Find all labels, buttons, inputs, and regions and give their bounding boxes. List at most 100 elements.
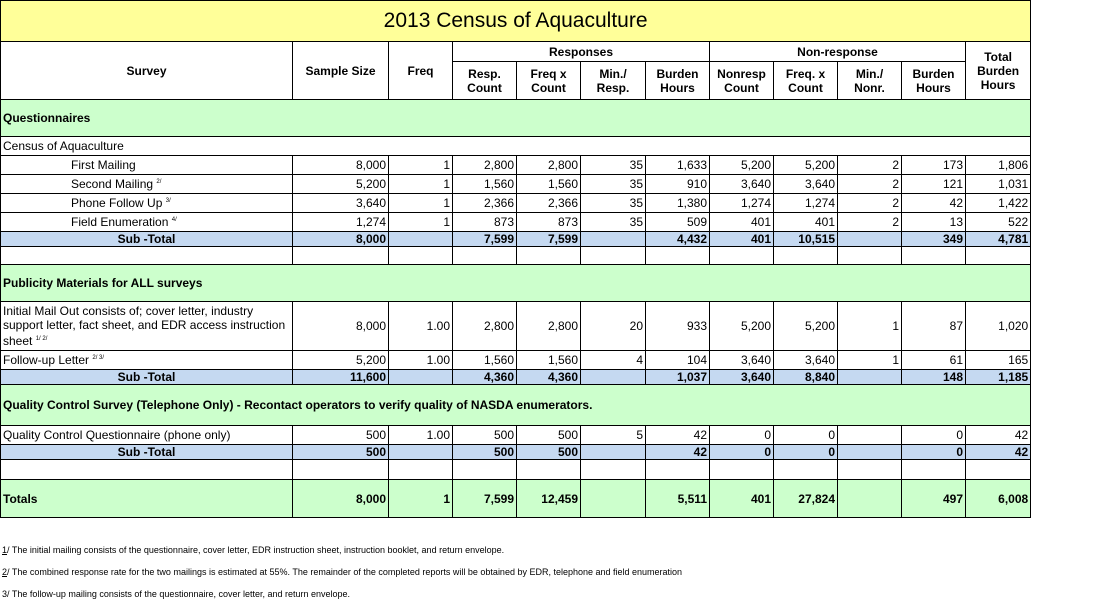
cell: 401 — [709, 231, 774, 247]
table-row: Phone Follow Up 3/3,640 1 2,366 2,366 35 1,38… — [0, 193, 1032, 213]
row-label: Field Enumeration 4/ — [0, 212, 293, 232]
cell: 500 — [452, 425, 517, 445]
section-quality: Quality Control Survey (Telephone Only) … — [0, 384, 1032, 426]
footnotes: 1/ The initial mailing consists of the q… — [2, 544, 682, 610]
cell: 8,000 — [292, 155, 389, 175]
cell: 349 — [901, 231, 966, 247]
cell: 165 — [964, 350, 1032, 370]
cell: 1,560 — [452, 174, 517, 194]
footnote-ref: 2/ — [156, 179, 162, 185]
row-label: Phone Follow Up 3/ — [0, 193, 293, 213]
cell: 5,200 — [709, 301, 774, 351]
cell: 500 — [516, 425, 581, 445]
cell: 27,824 — [773, 479, 838, 518]
cell: 2 — [837, 174, 902, 194]
page-title: 2013 Census of Aquaculture — [0, 0, 1032, 42]
row-label: Second Mailing 2/ — [0, 174, 293, 194]
cell: 1 — [837, 350, 902, 370]
cell: 1,380 — [645, 193, 710, 213]
cell: 509 — [645, 212, 710, 232]
section-questionnaires: Questionnaires — [0, 99, 1032, 137]
table-row: Field Enumeration 4/1,274 1 873 873 35 509 401… — [0, 212, 1032, 232]
cell: 2 — [837, 193, 902, 213]
cell: 2,800 — [452, 155, 517, 175]
cell: 8,000 — [292, 301, 389, 351]
cell: 8,840 — [773, 369, 838, 385]
cell: 2,800 — [452, 301, 517, 351]
cell: 104 — [645, 350, 710, 370]
cell: 35 — [580, 174, 646, 194]
col-sample-size: Sample Size — [292, 41, 389, 100]
col-resp-count: Resp. Count — [452, 61, 517, 100]
cell: 1,560 — [516, 174, 581, 194]
table-row: Follow-up Letter 2/ 3/5,200 1.00 1,560 1,56… — [0, 350, 1032, 370]
cell: 1 — [388, 212, 453, 232]
cell: 2,366 — [516, 193, 581, 213]
col-freq-x-count: Freq x Count — [516, 61, 581, 100]
cell: 401 — [709, 479, 774, 518]
cell: 1,633 — [645, 155, 710, 175]
footnote-1: 1/ The initial mailing consists of the q… — [2, 545, 505, 555]
cell: 0 — [709, 425, 774, 445]
row-label: Sub -Total — [0, 444, 293, 460]
cell: 0 — [773, 425, 838, 445]
cell: 7,599 — [452, 479, 517, 518]
cell: 121 — [901, 174, 966, 194]
cell: 42 — [901, 193, 966, 213]
totals-row: Totals 8,000 1 7,599 12,459 5,511 401 27,824 497… — [0, 479, 1032, 518]
cell: 7,599 — [452, 231, 517, 247]
subtotal-row: Sub -Total 11,600 4,360 4,360 1,037 3,640 8,84… — [0, 369, 1032, 385]
cell: 1.00 — [388, 301, 453, 351]
table-row: Initial Mail Out consists of; cover lett… — [0, 301, 1032, 351]
cell: 2 — [837, 155, 902, 175]
cell: 1.00 — [388, 350, 453, 370]
group-responses: Responses — [452, 41, 710, 62]
cell: 3,640 — [773, 350, 838, 370]
row-label: Follow-up Letter 2/ 3/ — [0, 350, 293, 370]
cell: 148 — [901, 369, 966, 385]
cell: 1.00 — [388, 425, 453, 445]
group-nonresponse: Non-response — [709, 41, 966, 62]
col-burden-hours: Burden Hours — [645, 61, 710, 100]
table-row: Second Mailing 2/5,200 1 1,560 1,560 35 910 3,… — [0, 174, 1032, 194]
cell: 1,560 — [452, 350, 517, 370]
cell: 35 — [580, 212, 646, 232]
cell: 0 — [773, 444, 838, 460]
cell — [388, 369, 453, 385]
cell: 1,274 — [773, 193, 838, 213]
cell: 0 — [709, 444, 774, 460]
cell: 87 — [901, 301, 966, 351]
cell: 13 — [901, 212, 966, 232]
col-min-resp: Min./ Resp. — [580, 61, 646, 100]
cell: 7,599 — [516, 231, 581, 247]
col-freq-x-count-2: Freq. x Count — [773, 61, 838, 100]
col-nonresp-count: Nonresp Count — [709, 61, 774, 100]
cell: 42 — [964, 444, 1032, 460]
cell: 1,031 — [964, 174, 1032, 194]
row-label: Quality Control Questionnaire (phone onl… — [0, 425, 293, 445]
cell: 35 — [580, 193, 646, 213]
col-min-nonr: Min./ Nonr. — [837, 61, 902, 100]
cell: 500 — [292, 425, 389, 445]
cell: 42 — [964, 425, 1032, 445]
cell: 173 — [901, 155, 966, 175]
cell — [837, 479, 902, 518]
footnote-ref: 3/ — [165, 198, 171, 204]
cell — [580, 231, 646, 247]
cell: 1 — [388, 479, 453, 518]
cell — [837, 444, 902, 460]
cell: 1,274 — [292, 212, 389, 232]
census-label: Census of Aquaculture — [0, 136, 1032, 156]
cell: 20 — [580, 301, 646, 351]
footnote-ref: 2/ 3/ — [92, 355, 105, 361]
row-label: Initial Mail Out consists of; cover lett… — [0, 301, 293, 351]
cell: 5,200 — [773, 155, 838, 175]
cell: 5 — [580, 425, 646, 445]
row-label: First Mailing — [0, 155, 293, 175]
cell: 873 — [452, 212, 517, 232]
cell: 401 — [773, 212, 838, 232]
cell: 5,511 — [645, 479, 710, 518]
cell: 12,459 — [516, 479, 581, 518]
cell — [580, 444, 646, 460]
cell: 1,185 — [964, 369, 1032, 385]
